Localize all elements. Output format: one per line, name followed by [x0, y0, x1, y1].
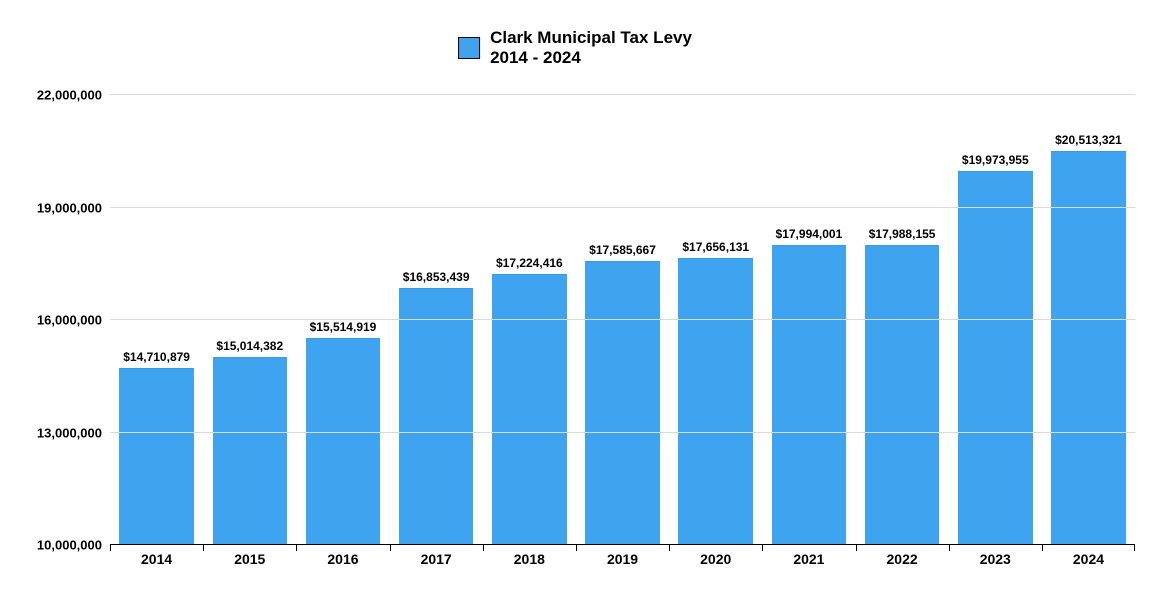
bar-slot: $17,585,667 [576, 95, 669, 545]
y-axis-label: 13,000,000 [37, 425, 102, 440]
bar-slot: $17,988,155 [856, 95, 949, 545]
bar-value-label: $14,710,879 [123, 350, 190, 364]
bar-value-label: $17,994,001 [776, 227, 843, 241]
tax-levy-chart: Clark Municipal Tax Levy 2014 - 2024 $14… [0, 0, 1150, 600]
bar-slot: $15,514,919 [296, 95, 389, 545]
gridline [110, 432, 1135, 433]
gridline [110, 207, 1135, 208]
bar-value-label: $17,656,131 [682, 240, 749, 254]
x-axis-label: 2024 [1042, 545, 1135, 600]
x-axis-label: 2023 [949, 545, 1042, 600]
bar-value-label: $15,514,919 [310, 320, 377, 334]
bar [585, 261, 660, 545]
gridline [110, 319, 1135, 320]
x-axis-label: 2021 [762, 545, 855, 600]
gridline [110, 94, 1135, 95]
bar-value-label: $16,853,439 [403, 270, 470, 284]
plot-area: $14,710,879 $15,014,382 $15,514,919 $16,853… [110, 95, 1135, 545]
bar-slot: $14,710,879 [110, 95, 203, 545]
bar [119, 368, 194, 545]
x-axis-labels: 2014201520162017201820192020202120222023… [110, 545, 1135, 600]
x-axis-label: 2016 [296, 545, 389, 600]
bar [213, 357, 288, 545]
legend-swatch [458, 37, 480, 59]
chart-title-line1: Clark Municipal Tax Levy [490, 28, 692, 48]
bar-value-label: $17,224,416 [496, 256, 563, 270]
bar-value-label: $20,513,321 [1055, 133, 1122, 147]
bar-slot: $20,513,321 [1042, 95, 1135, 545]
bar-slot: $16,853,439 [390, 95, 483, 545]
x-axis-label: 2018 [483, 545, 576, 600]
bar [772, 245, 847, 545]
chart-title-line2: 2014 - 2024 [490, 48, 692, 68]
x-axis-label: 2019 [576, 545, 669, 600]
chart-legend: Clark Municipal Tax Levy 2014 - 2024 [458, 28, 692, 69]
bar-slot: $19,973,955 [949, 95, 1042, 545]
bar [678, 258, 753, 545]
x-axis-label: 2020 [669, 545, 762, 600]
x-axis-label: 2017 [390, 545, 483, 600]
bar-value-label: $15,014,382 [216, 339, 283, 353]
bar-value-label: $17,585,667 [589, 243, 656, 257]
bar-value-label: $17,988,155 [869, 227, 936, 241]
bar [306, 338, 381, 545]
x-axis-label: 2015 [203, 545, 296, 600]
bars-row: $14,710,879 $15,014,382 $15,514,919 $16,853… [110, 95, 1135, 545]
bar-value-label: $19,973,955 [962, 153, 1029, 167]
x-axis-label: 2014 [110, 545, 203, 600]
bar-slot: $15,014,382 [203, 95, 296, 545]
bar-slot: $17,656,131 [669, 95, 762, 545]
bar [865, 245, 940, 545]
y-axis-label: 22,000,000 [37, 88, 102, 103]
bar [399, 288, 474, 545]
bar-slot: $17,224,416 [483, 95, 576, 545]
y-axis-label: 10,000,000 [37, 538, 102, 553]
bar [958, 171, 1033, 545]
y-axis-label: 19,000,000 [37, 200, 102, 215]
y-axis-label: 16,000,000 [37, 313, 102, 328]
x-axis-label: 2022 [856, 545, 949, 600]
bar-slot: $17,994,001 [762, 95, 855, 545]
chart-title: Clark Municipal Tax Levy 2014 - 2024 [490, 28, 692, 69]
bar [1051, 151, 1126, 545]
bar [492, 274, 567, 545]
